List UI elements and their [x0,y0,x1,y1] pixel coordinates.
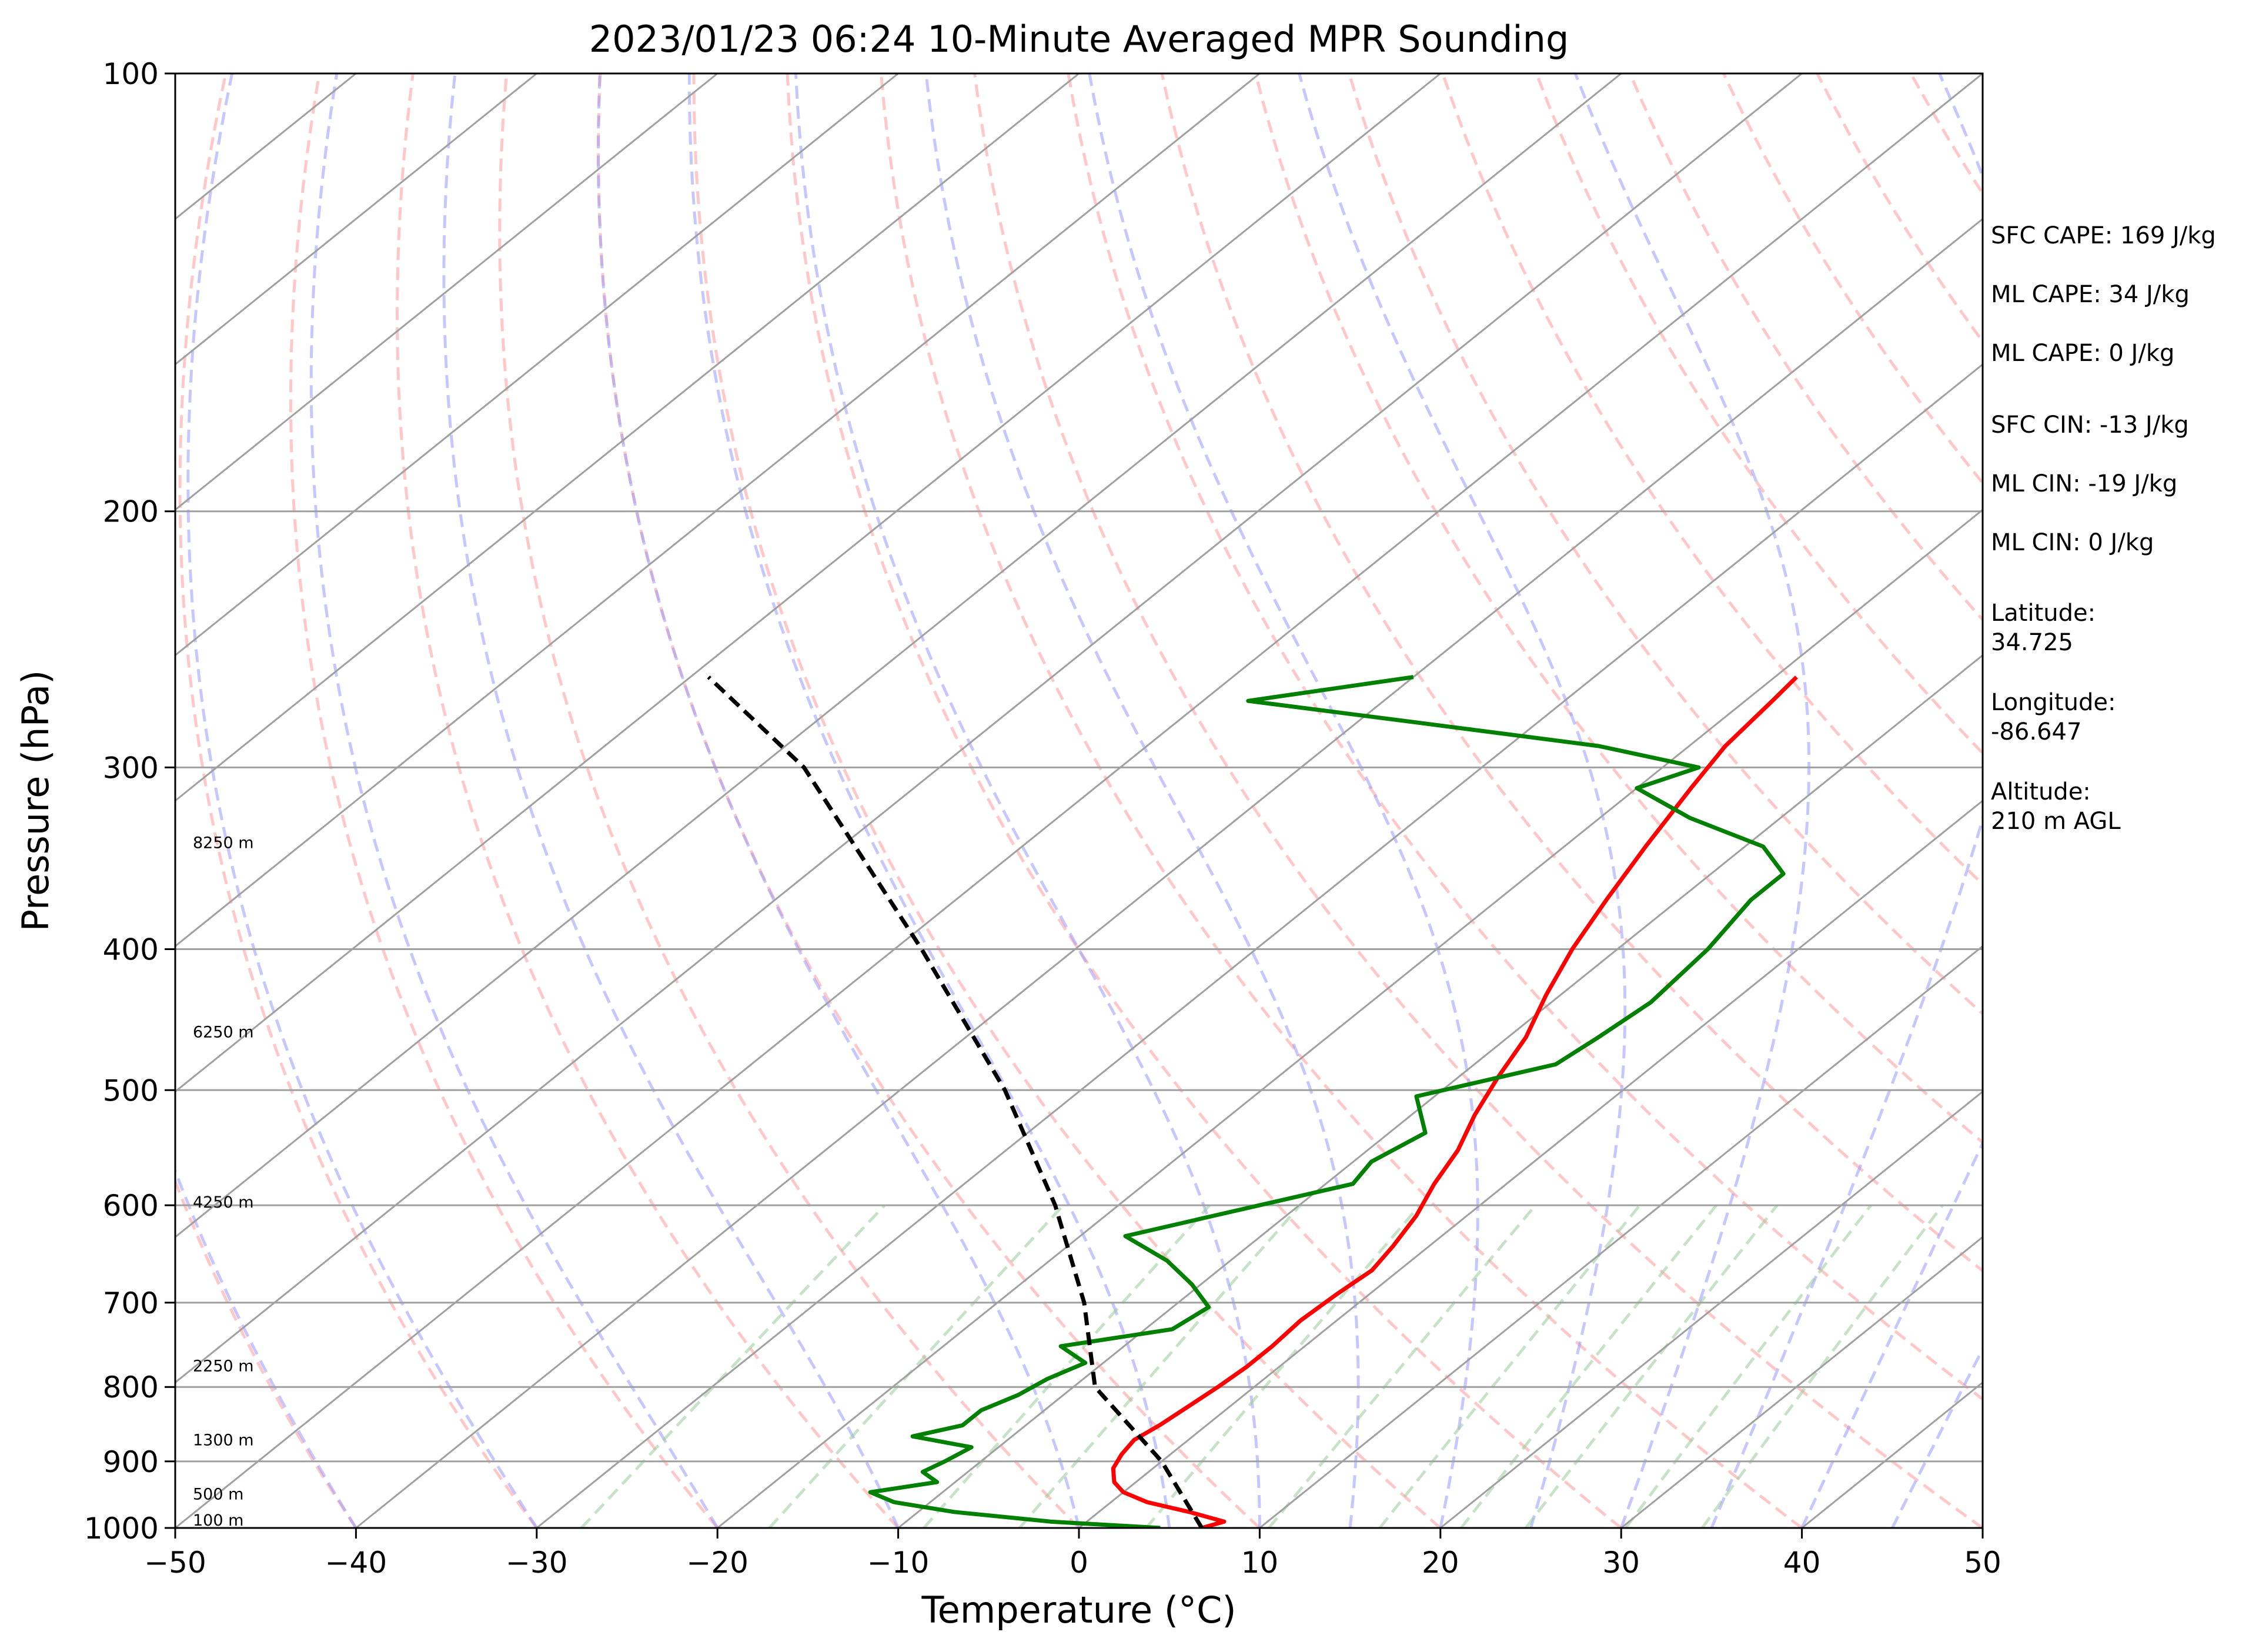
stat-longitude-line: -86.647 [1991,718,2081,745]
stat-ml_cape: ML CAPE: 34 J/kg [1991,281,2190,308]
y-tick-label: 700 [103,1286,159,1320]
moist-adiabat-line [186,73,538,1528]
x-tick-label: −40 [325,1546,387,1580]
stat-altitude-line: Altitude: [1991,778,2091,805]
x-tick-label: 0 [1070,1546,1088,1580]
stat-ml_cape_2: ML CAPE: 0 J/kg [1991,340,2174,367]
y-tick-label: 1000 [84,1511,159,1546]
chart-title: 2023/01/23 06:24 10-Minute Averaged MPR … [589,18,1569,61]
height-label: 2250 m [193,1357,254,1376]
stat-latitude-line: 34.725 [1991,629,2073,656]
isotherm-line [717,509,1983,1528]
parcel-line [707,675,1204,1528]
x-tick-label: −10 [867,1546,930,1580]
moist-adiabat-line [1088,73,1479,1528]
x-tick-label: 40 [1783,1546,1821,1580]
dry-adiabat-line [879,73,1803,1528]
stat-ml_cin: ML CIN: -19 J/kg [1991,470,2177,497]
moist-adiabat-line [1298,73,1627,1528]
moist-adiabat-line [687,73,1171,1528]
mixing-ratio-line [1624,1204,1872,1528]
isotherm-line [1620,1236,1983,1528]
stat-ml_cin_2: ML CIN: 0 J/kg [1991,529,2154,556]
isotherm-line [175,73,899,657]
isotherm-line [1439,1090,1983,1528]
moist-adiabat-line [596,73,1081,1528]
isotherm-line [175,73,1622,1239]
y-tick-label: 100 [103,57,159,91]
dewpoint-line [868,675,1786,1528]
height-label: 100 m [193,1511,243,1530]
dry-adiabat-line [175,1177,357,1528]
height-label: 500 m [193,1486,243,1504]
y-tick-label: 200 [103,495,159,529]
mixing-ratio-line [1460,1204,1718,1528]
isotherm-line [175,73,1080,802]
stat-latitude-line: Latitude: [1991,600,2096,627]
sounding-statistics: SFC CAPE: 169 J/kg ML CAPE: 34 J/kg ML CAP… [1991,222,2216,835]
dry-adiabat-line [786,73,1622,1528]
isotherm-line [355,218,1983,1528]
x-tick-label: −20 [686,1546,748,1580]
dry-adiabat-line [395,73,900,1528]
moist-adiabat-line [794,73,1261,1528]
moist-adiabat-line [309,73,719,1528]
x-tick-label: 30 [1602,1546,1640,1580]
moist-adiabat-line [1573,73,1811,1528]
isotherm-line [175,73,1803,1384]
y-tick-label: 600 [103,1189,159,1223]
isotherm-line [175,73,1441,1093]
isotherm-line [536,363,1983,1528]
dry-adiabat-line [692,73,1442,1528]
stat-longitude-line: Longitude: [1991,689,2116,716]
x-tick-label: 10 [1241,1546,1279,1580]
isotherm-line [1259,945,1983,1528]
sounding-series [707,675,1798,1528]
isotherm-line [1078,800,1983,1528]
x-axis-ticks: −50 −40 −30 −20 −10 0 10 20 30 40 50 [144,1528,2001,1580]
dry-adiabat-line [973,73,1983,1528]
isotherm-line [175,73,719,511]
dry-adiabat-line [1067,73,1983,1402]
dry-adiabat-line [1160,73,1983,1273]
temperature-line [1111,675,1798,1528]
x-tick-label: −50 [144,1546,206,1580]
y-tick-label: 300 [103,751,159,785]
stat-altitude-line: 210 m AGL [1991,808,2121,835]
isotherm-line [175,73,537,366]
dry-adiabat-line [289,73,719,1528]
y-axis-label: Pressure (hPa) [14,670,57,932]
dry-adiabat-line [1348,73,1983,1016]
height-label: 1300 m [193,1431,254,1449]
height-label: 6250 m [193,1023,254,1041]
isotherm-line [175,73,1261,948]
height-label: 8250 m [193,834,254,852]
height-label: 4250 m [193,1193,254,1212]
height-labels: 100 m 500 m 1300 m 2250 m 4250 m 6250 m 8250 m [193,834,254,1530]
x-tick-label: −30 [506,1546,568,1580]
x-axis-label: Temperature (°C) [921,1589,1236,1631]
dry-adiabat-line [498,73,1080,1528]
x-tick-label: 50 [1964,1546,2001,1580]
isotherm-line [175,73,1983,1528]
y-tick-label: 900 [103,1445,159,1479]
x-tick-label: 20 [1422,1546,1459,1580]
mixing-ratio-line [580,1204,886,1528]
y-tick-label: 800 [103,1370,159,1404]
y-axis-ticks: 1000 900 800 700 600 500 400 300 200 100 [84,57,175,1546]
dry-adiabat-line [178,73,538,1528]
y-tick-label: 400 [103,932,159,967]
stat-sfc_cape: SFC CAPE: 169 J/kg [1991,222,2216,249]
moist-adiabat-line [442,73,900,1528]
stat-sfc_cin: SFC CIN: -13 J/kg [1991,412,2189,439]
mixing-ratio-line [1525,1204,1779,1528]
isotherm-line [897,654,1983,1528]
moist-adiabat-line [1710,73,1983,1528]
dry-adiabat-line [1441,73,1983,887]
moist-adiabat-line [924,73,1360,1528]
y-tick-label: 500 [103,1074,159,1108]
